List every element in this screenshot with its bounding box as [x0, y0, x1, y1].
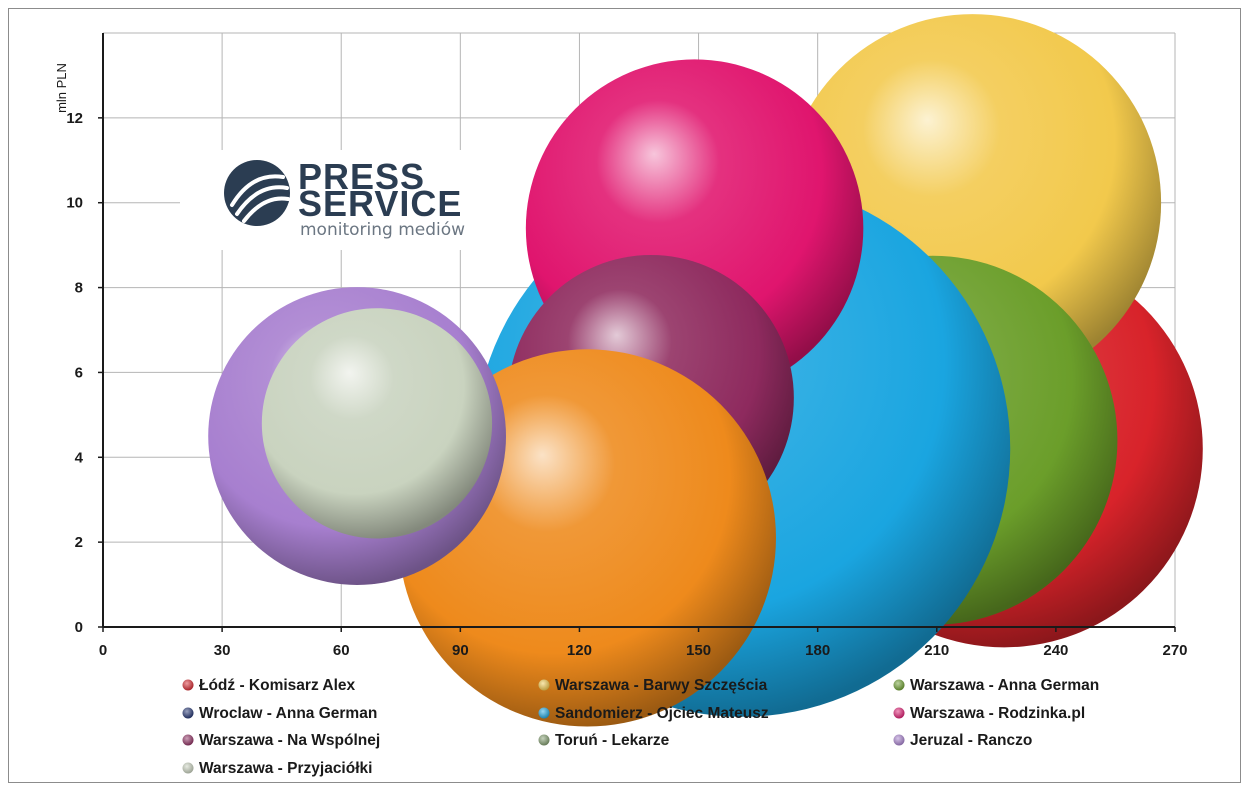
logo-line1: PRESS — [298, 156, 425, 197]
legend-marker-8 — [893, 734, 905, 746]
legend-marker-0 — [182, 679, 194, 691]
y-tick-label: 0 — [75, 619, 83, 636]
x-tick-label: 120 — [567, 642, 592, 659]
legend-marker-4 — [538, 707, 550, 719]
legend-label-5: Warszawa - Rodzinka.pl — [910, 705, 1085, 722]
bubbles — [208, 14, 1203, 727]
y-axis-label: mln PLN — [54, 63, 69, 113]
legend-label-9: Warszawa - Przyjaciółki — [199, 760, 372, 777]
logo-tagline: monitoring mediów — [300, 220, 465, 240]
legend-marker-3 — [182, 707, 194, 719]
legend-label-4: Sandomierz - Ojciec Mateusz — [555, 705, 769, 722]
x-tick-label: 270 — [1162, 642, 1187, 659]
x-tick-label: 240 — [1043, 642, 1068, 659]
legend-marker-5 — [893, 707, 905, 719]
y-tick-label: 4 — [75, 449, 84, 466]
y-tick-label: 12 — [66, 110, 83, 127]
legend-label-8: Jeruzal - Ranczo — [910, 732, 1032, 749]
legend-marker-1 — [538, 679, 550, 691]
y-tick-label: 2 — [75, 534, 83, 551]
legend-label-0: Łódź - Komisarz Alex — [199, 677, 356, 694]
x-tick-label: 210 — [924, 642, 949, 659]
bubble-9[interactable] — [261, 308, 493, 539]
x-tick-label: 30 — [214, 642, 231, 659]
legend-label-1: Warszawa - Barwy Szczęścia — [555, 677, 768, 694]
y-tick-label: 6 — [75, 364, 83, 381]
legend-marker-9 — [182, 762, 194, 774]
x-tick-label: 60 — [333, 642, 350, 659]
legend-label-2: Warszawa - Anna German — [910, 677, 1099, 694]
x-tick-label: 90 — [452, 642, 469, 659]
legend-marker-2 — [893, 679, 905, 691]
x-tick-label: 150 — [686, 642, 711, 659]
logo-emblem-icon — [224, 160, 290, 226]
press-service-logo: PRESS SERVICE monitoring mediów — [180, 150, 535, 250]
legend-marker-7 — [538, 734, 550, 746]
legend-label-7: Toruń - Lekarze — [555, 732, 670, 749]
legend: Łódź - Komisarz Alex Warszawa - Barwy Szc… — [182, 677, 1099, 777]
legend-label-3: Wroclaw - Anna German — [199, 705, 377, 722]
x-tick-label: 180 — [805, 642, 830, 659]
y-tick-label: 8 — [75, 280, 83, 297]
y-tick-label: 10 — [66, 195, 83, 212]
legend-marker-6 — [182, 734, 194, 746]
logo-line2: SERVICE — [298, 183, 462, 224]
x-tick-label: 0 — [99, 642, 107, 659]
legend-label-6: Warszawa - Na Wspólnej — [199, 732, 380, 749]
